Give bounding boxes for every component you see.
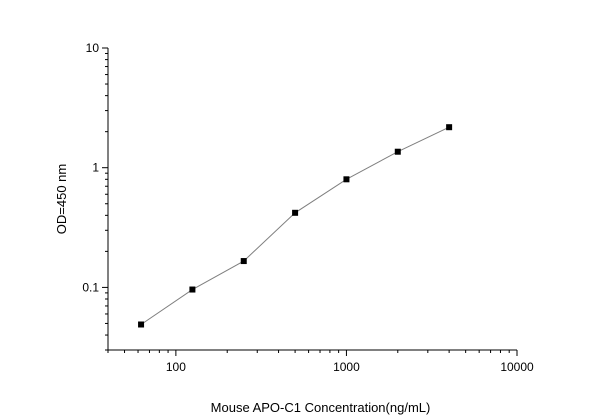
series-line — [140, 126, 450, 325]
series-layer — [138, 124, 453, 328]
y-axis-title: OD=450 nm — [54, 164, 69, 234]
x-axis-title: Mouse APO-C1 Concentration(ng/mL) — [211, 400, 431, 415]
data-point — [343, 176, 350, 183]
data-point — [394, 148, 401, 155]
x-tick-label: 10000 — [500, 360, 534, 374]
data-point — [189, 286, 196, 293]
y-tick-label: 10 — [86, 41, 100, 55]
data-point — [138, 321, 145, 328]
y-tick-label: 0.1 — [82, 280, 99, 294]
data-point — [446, 124, 453, 131]
data-point — [292, 209, 299, 216]
x-tick-label: 1000 — [333, 360, 360, 374]
y-tick-label: 1 — [92, 161, 99, 175]
x-tick-label: 100 — [166, 360, 186, 374]
y-ticks: 0.1 1 10 — [82, 41, 108, 351]
data-point — [240, 258, 247, 265]
x-ticks: 100 1000 10000 — [107, 350, 534, 374]
